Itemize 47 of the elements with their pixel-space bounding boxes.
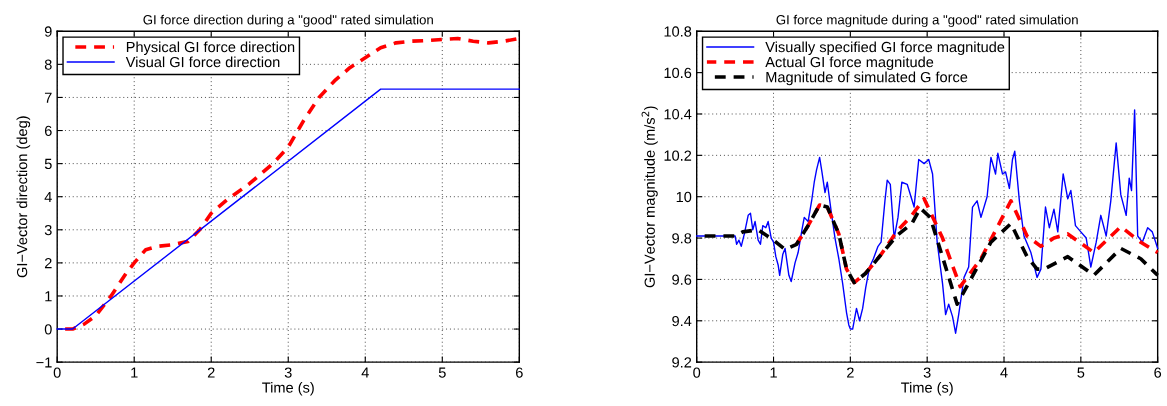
x-axis-title: Time (s) bbox=[262, 382, 314, 396]
y-tick-label: 9.8 bbox=[672, 233, 692, 244]
y-tick-label: 1 bbox=[45, 291, 52, 302]
x-tick-label: 4 bbox=[1000, 367, 1008, 378]
y-tick-label: −1 bbox=[36, 357, 52, 368]
x-tick-label: 6 bbox=[516, 367, 523, 378]
line-series bbox=[696, 109, 1159, 334]
x-tick-label: 0 bbox=[53, 367, 61, 378]
x-tick-label: 1 bbox=[770, 367, 777, 378]
legend-label: Actual GI force magnitude bbox=[765, 56, 934, 71]
y-axis-title: GI−Vector magnitude (m/s$^{2}$) bbox=[641, 106, 658, 288]
y-tick-label: 9.4 bbox=[672, 315, 692, 327]
y-tick-label: 9 bbox=[44, 26, 52, 37]
y-tick-label: 10.4 bbox=[664, 109, 692, 120]
y-tick-label: 2 bbox=[44, 257, 52, 269]
y-tick-label: 9.6 bbox=[672, 274, 692, 285]
x-tick-label: 1 bbox=[131, 367, 138, 378]
y-tick-label: 7 bbox=[44, 92, 52, 103]
y-tick-label: 3 bbox=[44, 224, 52, 236]
chart-title: GI force magnitude during a "good" rated simulation bbox=[776, 14, 1078, 28]
y-tick-label: 10.8 bbox=[664, 26, 692, 37]
line-series bbox=[794, 196, 1160, 289]
y-tick-label: 10 bbox=[676, 191, 692, 203]
x-tick-label: 0 bbox=[693, 367, 701, 378]
y-tick-label: 4 bbox=[44, 191, 52, 202]
legend-label: Visually specified GI force magnitude bbox=[765, 41, 1005, 56]
y-tick-label: 0 bbox=[44, 324, 52, 335]
y-tick-label: 6 bbox=[44, 125, 52, 136]
x-tick-label: 6 bbox=[1154, 367, 1162, 378]
y-tick-label: 5 bbox=[44, 158, 52, 170]
x-tick-label: 3 bbox=[923, 367, 931, 378]
y-tick-label: 10.2 bbox=[664, 150, 692, 161]
x-tick-label: 2 bbox=[207, 367, 215, 378]
x-tick-label: 2 bbox=[847, 367, 854, 378]
x-tick-label: 3 bbox=[284, 367, 292, 378]
y-tick-label: 10.6 bbox=[664, 67, 692, 79]
chart-title: GI force direction during a "good" rated simulation bbox=[143, 14, 433, 28]
x-axis-title: Time (s) bbox=[901, 382, 953, 396]
x-tick-label: 5 bbox=[1077, 367, 1085, 378]
x-tick-label: 4 bbox=[361, 367, 369, 378]
y-tick-label: 8 bbox=[44, 59, 52, 70]
y-axis-title: GI−Vector direction (deg) bbox=[16, 116, 31, 278]
legend-label: Physical GI force direction bbox=[126, 41, 295, 56]
y-tick-label: 9.2 bbox=[672, 357, 692, 368]
x-tick-label: 5 bbox=[438, 367, 446, 378]
legend-label: Visual GI force direction bbox=[125, 56, 280, 68]
legend-label: Magnitude of simulated G force bbox=[766, 71, 968, 86]
